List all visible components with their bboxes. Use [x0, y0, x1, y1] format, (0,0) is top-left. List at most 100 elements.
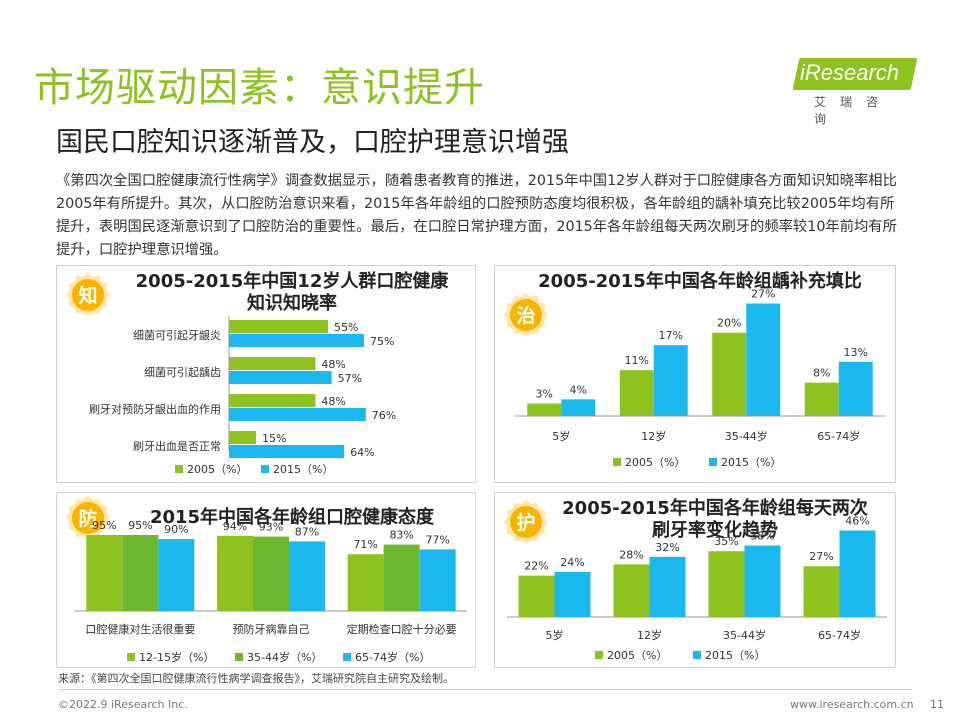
data-label: 77%	[425, 533, 449, 546]
category-label: 预防牙病靠自己	[233, 622, 310, 636]
bar	[561, 399, 596, 416]
bar	[554, 571, 591, 617]
bar	[653, 345, 688, 416]
data-label: 27%	[751, 288, 775, 301]
data-label: 48%	[321, 395, 345, 408]
bar	[712, 332, 747, 416]
category-label: 35-44岁	[725, 429, 768, 443]
bar	[804, 382, 839, 416]
data-label: 87%	[295, 525, 319, 538]
chart-attitude: 95% 95% 90% 口腔健康对生活很重要 94% 93% 87% 预防牙病靠自己 71% 83…	[75, 519, 467, 664]
data-label: 8%	[813, 367, 830, 380]
bar	[383, 544, 420, 611]
bar	[803, 566, 840, 617]
data-label: 75%	[370, 335, 394, 348]
website: www.iresearch.com.cn	[790, 698, 914, 711]
category-label: 35-44岁	[723, 628, 766, 642]
legend-label: 35-44岁（%）	[247, 650, 322, 664]
data-label: 71%	[353, 538, 377, 551]
legend-swatch	[235, 653, 243, 661]
data-label: 57%	[338, 372, 362, 385]
bar	[744, 545, 781, 617]
data-label: 93%	[259, 521, 283, 534]
data-label: 94%	[223, 520, 247, 533]
category-label: 5岁	[546, 628, 564, 642]
badge-fang: 防	[65, 495, 111, 541]
legend-label: 12-15岁（%）	[139, 650, 214, 664]
bar	[229, 357, 316, 370]
panel-attitude-title: 2015年中国各年龄组口腔健康态度	[149, 507, 435, 528]
badge-zhi2: 治	[503, 292, 549, 338]
badge-char: 防	[78, 507, 97, 530]
data-label: 28%	[619, 548, 643, 561]
page-title: 市场驱动因素：意识提升	[34, 65, 485, 111]
logo-cn: 艾瑞咨询	[814, 95, 893, 126]
bar	[839, 530, 876, 617]
badge-circle	[72, 279, 104, 311]
bar	[708, 551, 745, 617]
badge-hu: 护	[503, 499, 549, 545]
data-label: 38%	[750, 530, 774, 543]
legend-label: 2015（%）	[721, 456, 781, 469]
badge-circle	[72, 502, 104, 534]
bar	[253, 536, 289, 611]
badge-circle	[510, 299, 542, 331]
legend-label: 2015（%）	[705, 649, 765, 662]
bar	[527, 403, 562, 416]
bar	[229, 371, 332, 384]
copyright: ©2022.9 iResearch Inc.	[58, 698, 188, 711]
badge-char: 治	[516, 304, 535, 327]
bar	[229, 320, 328, 333]
category-label: 细菌可引起牙龈炎	[133, 328, 221, 342]
bar	[229, 394, 316, 407]
data-label: 4%	[570, 383, 587, 396]
legend-label: 2005（%）	[187, 463, 247, 476]
data-label: 35%	[714, 535, 738, 548]
bar	[649, 556, 686, 617]
legend-swatch	[709, 458, 717, 466]
data-label: 55%	[334, 321, 358, 334]
legend-label: 65-74岁（%）	[355, 650, 430, 664]
badge-zhi: 知	[65, 272, 111, 318]
category-label: 细菌可引起龋齿	[144, 365, 221, 379]
badge-circle	[510, 506, 542, 538]
bar	[289, 541, 325, 611]
legend-swatch	[261, 465, 269, 473]
bar	[419, 549, 456, 611]
iresearch-logo: iResearch 艾瑞咨询	[792, 58, 918, 126]
panel-caries-fill-title: 2005-2015年中国各年龄组龋补充填比	[538, 271, 862, 292]
data-label: 27%	[809, 550, 833, 563]
data-label: 95%	[92, 519, 116, 532]
data-label: 20%	[717, 317, 741, 330]
panel-brushing-title: 2005-2015年中国各年龄组每天两次 刷牙率变化趋势	[562, 498, 868, 541]
legend-swatch	[175, 465, 183, 473]
data-label: 83%	[389, 529, 413, 542]
data-label: 11%	[625, 354, 649, 367]
legend-swatch	[343, 653, 351, 661]
source-note: 来源：《第四次全国口腔健康流行性病学调查报告》，艾瑞研究院自主研究及绘制。	[58, 672, 454, 685]
data-label: 3%	[536, 388, 553, 401]
bar	[229, 445, 345, 458]
panel-caries-fill: 治 2005-2015年中国各年龄组龋补充填比 3% 4% 5岁 11% 17% 12岁 2…	[494, 265, 896, 483]
page-subtitle: 国民口腔知识逐渐普及，口腔护理意识增强	[56, 127, 569, 158]
data-label: 13%	[844, 346, 868, 359]
data-label: 15%	[262, 432, 286, 445]
data-label: 24%	[560, 556, 584, 569]
bar	[229, 334, 364, 347]
bar	[746, 303, 781, 416]
category-label: 口腔健康对生活很重要	[85, 622, 195, 636]
intro-paragraph: 《第四次全国口腔健康流行性病学》调查数据显示，随着患者教育的推进，2015年中国…	[56, 173, 897, 258]
chart-brushing: 22% 24% 5岁 28% 32% 12岁 35% 38% 35-44岁 27% 46% 65-74…	[507, 515, 887, 662]
bar	[347, 554, 384, 611]
chart-knowledge: 细菌可引起牙龈炎55%75%细菌可引起龋齿48%57%刷牙对预防牙龈出血的作用4…	[89, 316, 396, 476]
legend-swatch	[693, 651, 701, 659]
bar	[229, 408, 366, 421]
legend-swatch	[595, 651, 603, 659]
category-label: 定期检查口腔十分必要	[347, 622, 457, 636]
legend-label: 2005（%）	[625, 456, 685, 469]
category-label: 刷牙出血是否正常	[133, 439, 221, 453]
bar	[86, 535, 123, 611]
logo-text: iResearch	[800, 60, 900, 85]
legend-label: 2005（%）	[607, 649, 667, 662]
category-label: 12岁	[641, 429, 666, 443]
